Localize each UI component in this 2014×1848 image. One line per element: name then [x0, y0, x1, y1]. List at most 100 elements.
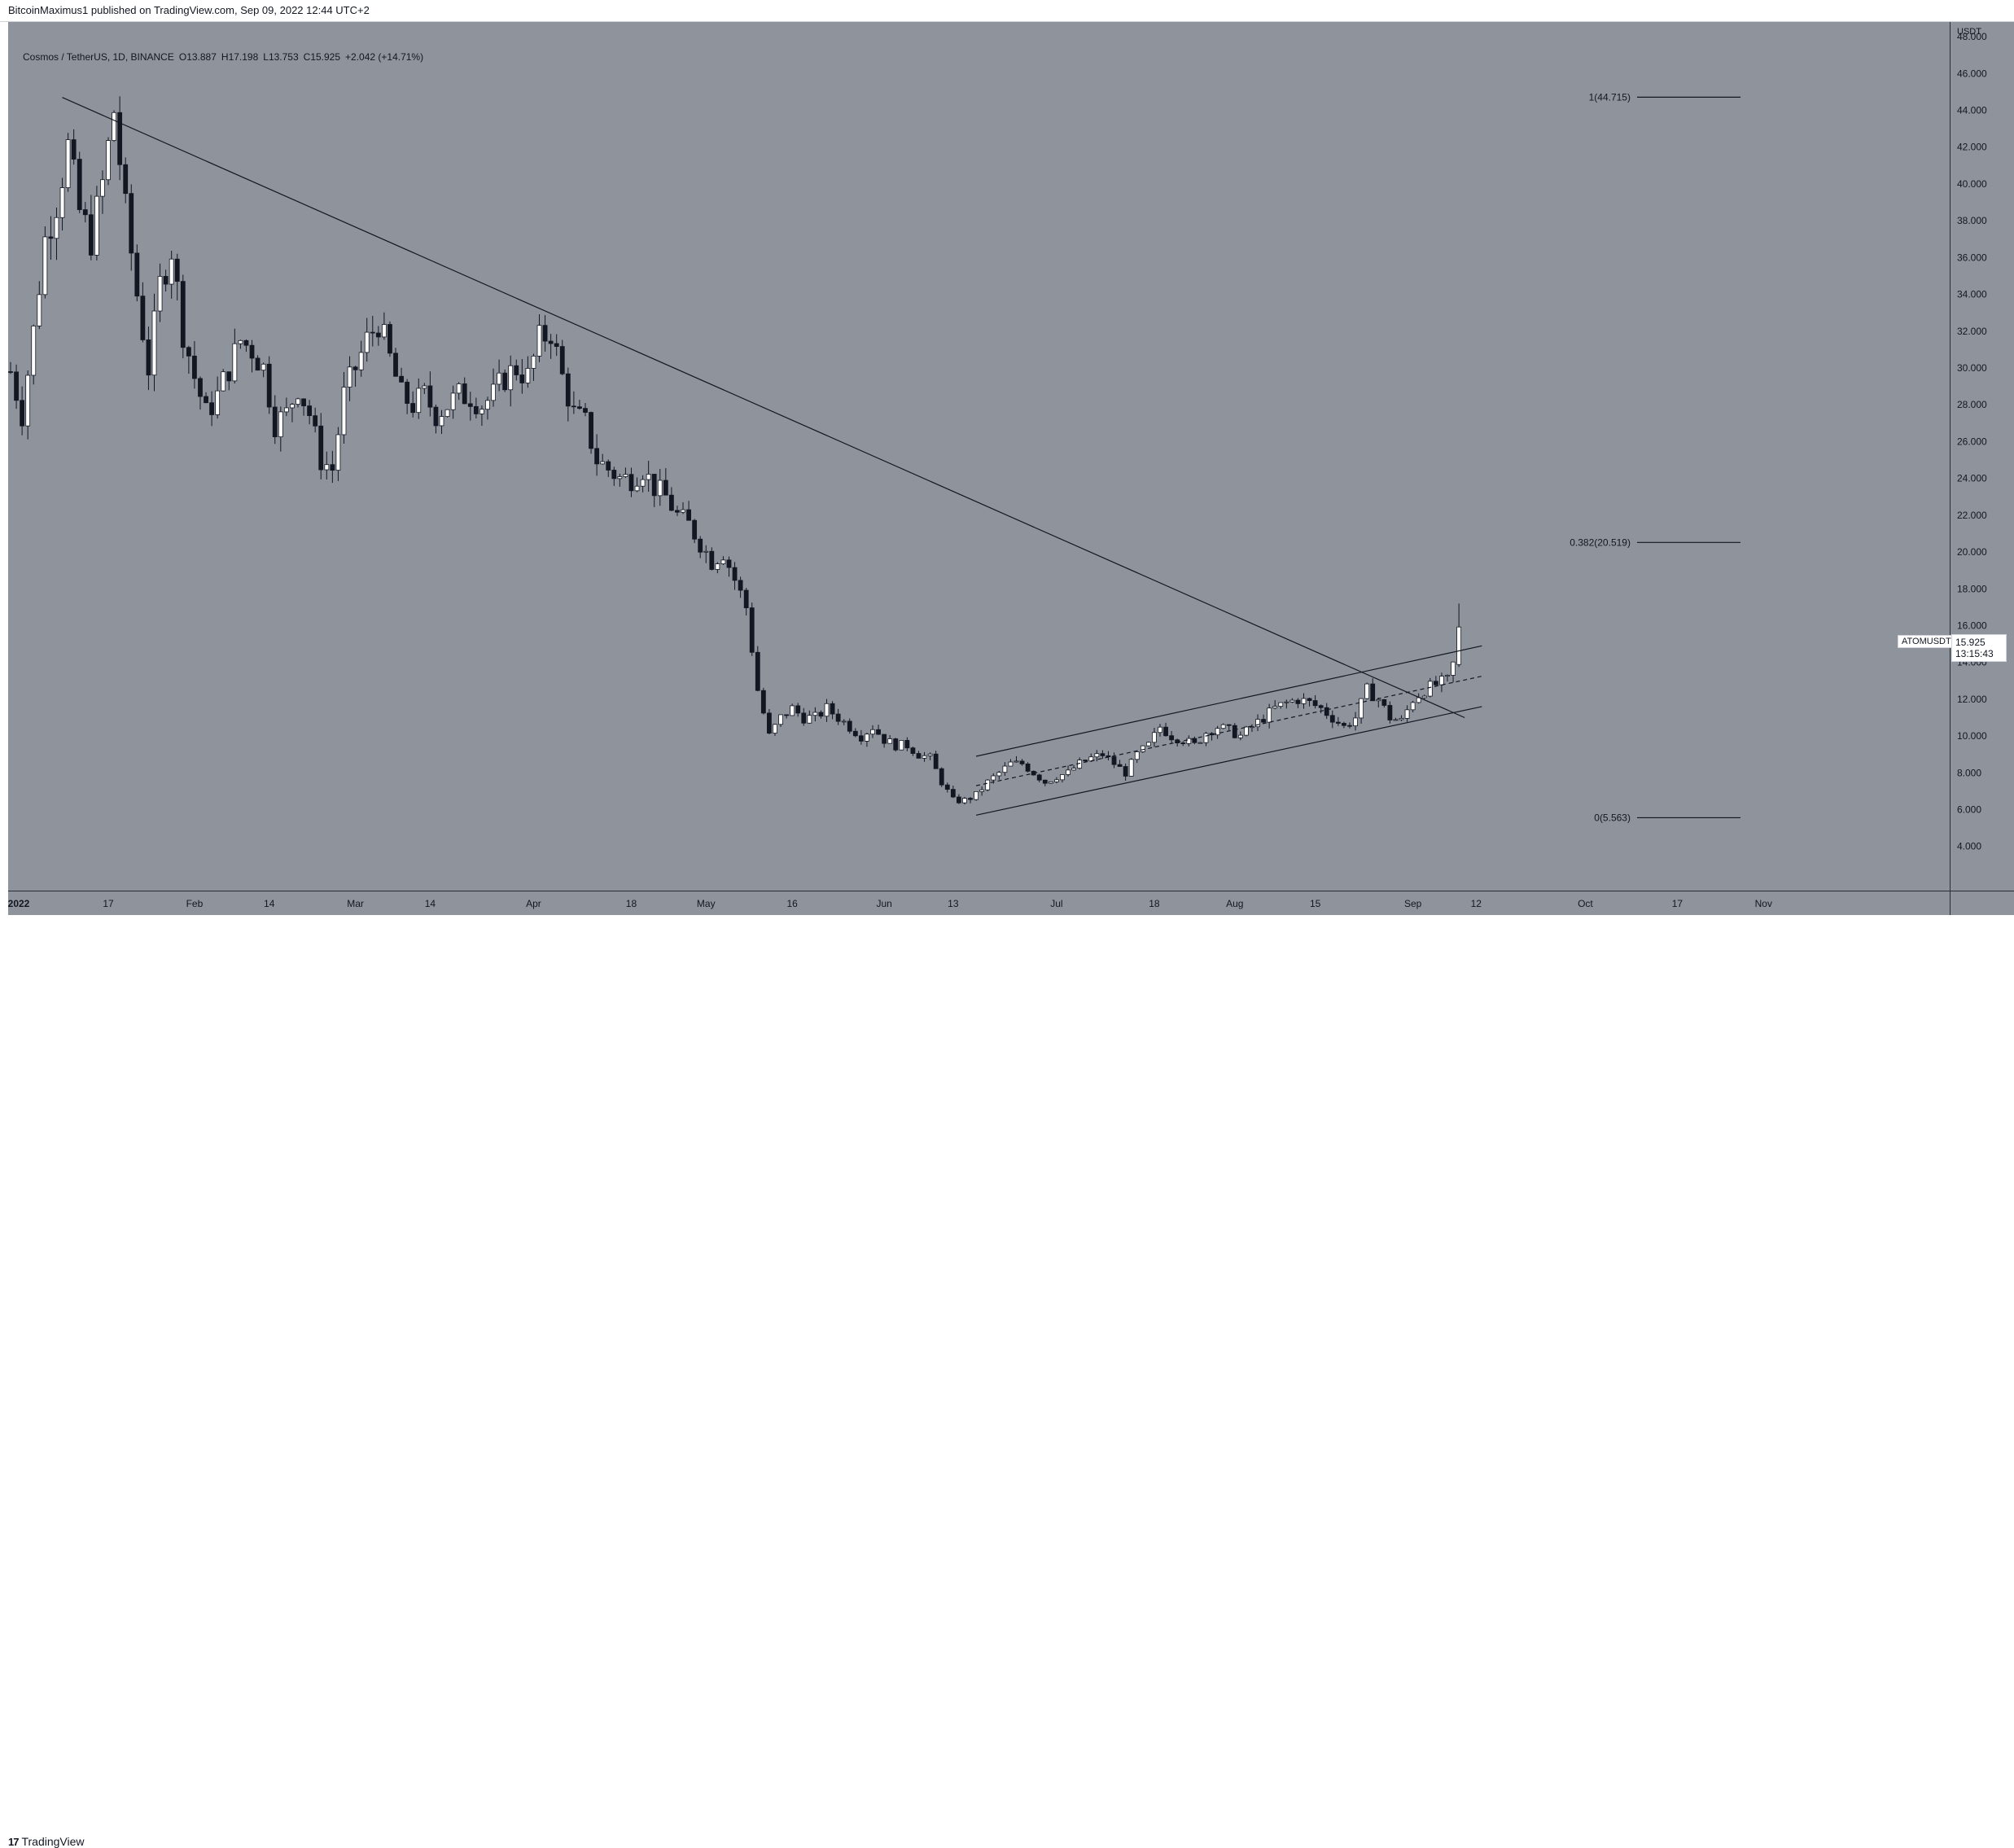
candle[interactable]: [634, 477, 640, 493]
candle[interactable]: [865, 732, 869, 747]
candle[interactable]: [1244, 725, 1249, 737]
candle[interactable]: [1232, 723, 1237, 739]
candle[interactable]: [893, 738, 899, 752]
candle[interactable]: [163, 269, 169, 292]
price-axis[interactable]: 48.000 46.000 44.000 42.000 40.000 38.000 36.0…: [1950, 22, 2014, 891]
candle[interactable]: [968, 796, 973, 804]
candle[interactable]: [473, 397, 479, 419]
candle[interactable]: [606, 459, 611, 477]
candle[interactable]: [887, 735, 893, 744]
candle[interactable]: [364, 317, 370, 362]
candle[interactable]: [1008, 759, 1014, 767]
candle[interactable]: [801, 707, 807, 726]
candle[interactable]: [508, 355, 514, 407]
candle[interactable]: [773, 724, 777, 736]
candle[interactable]: [1192, 736, 1197, 745]
candle[interactable]: [347, 356, 352, 401]
candle[interactable]: [709, 547, 715, 571]
candle[interactable]: [307, 400, 313, 425]
candle[interactable]: [760, 687, 766, 715]
candle[interactable]: [686, 501, 691, 521]
chart-plot-area[interactable]: 1(44.715) 0.382(20.519) 0(5.563) Cosmos / …: [8, 22, 1950, 891]
candle[interactable]: [370, 315, 375, 347]
candle[interactable]: [1329, 710, 1335, 729]
candle[interactable]: [1324, 703, 1329, 720]
candle[interactable]: [1042, 779, 1048, 786]
candle[interactable]: [589, 411, 593, 454]
candle[interactable]: [405, 379, 410, 414]
candle[interactable]: [559, 339, 565, 376]
candle[interactable]: [1140, 745, 1145, 753]
candle[interactable]: [974, 790, 979, 801]
candle[interactable]: [1054, 777, 1059, 784]
candle[interactable]: [904, 737, 910, 751]
candle[interactable]: [542, 315, 548, 352]
candle[interactable]: [129, 184, 134, 271]
candle[interactable]: [1439, 672, 1444, 693]
candle[interactable]: [1456, 603, 1462, 668]
candle[interactable]: [767, 708, 772, 734]
candle[interactable]: [502, 369, 508, 392]
candle[interactable]: [1342, 721, 1346, 729]
candle[interactable]: [232, 328, 238, 384]
candle[interactable]: [65, 133, 71, 192]
descending-trendline[interactable]: [62, 97, 1465, 719]
candle[interactable]: [106, 137, 111, 186]
candle[interactable]: [525, 356, 531, 388]
candle[interactable]: [1209, 732, 1215, 741]
candle[interactable]: [462, 377, 467, 405]
candle[interactable]: [278, 406, 283, 452]
candle[interactable]: [514, 359, 519, 381]
candle[interactable]: [1180, 741, 1186, 747]
candle[interactable]: [962, 796, 967, 805]
candle[interactable]: [979, 786, 985, 796]
candle[interactable]: [192, 341, 197, 389]
candle[interactable]: [221, 369, 226, 392]
candle[interactable]: [1404, 705, 1410, 722]
candle[interactable]: [491, 368, 496, 407]
candle[interactable]: [243, 339, 249, 353]
candle[interactable]: [1106, 751, 1111, 761]
candle[interactable]: [1014, 755, 1019, 763]
candle[interactable]: [1312, 694, 1318, 709]
candle[interactable]: [681, 501, 685, 515]
candle[interactable]: [174, 253, 180, 300]
candle[interactable]: [381, 312, 387, 340]
candle[interactable]: [732, 562, 738, 590]
candle[interactable]: [858, 729, 864, 745]
candle[interactable]: [42, 226, 48, 299]
candle[interactable]: [1387, 701, 1393, 724]
candle[interactable]: [215, 376, 221, 419]
candle[interactable]: [1100, 750, 1106, 760]
candle[interactable]: [1215, 725, 1220, 739]
candle[interactable]: [738, 576, 743, 598]
candle[interactable]: [841, 719, 847, 725]
candle[interactable]: [1237, 731, 1243, 741]
candle[interactable]: [1203, 731, 1209, 747]
candle[interactable]: [1421, 694, 1427, 700]
candle[interactable]: [485, 396, 490, 420]
candle[interactable]: [479, 405, 484, 427]
candle[interactable]: [617, 473, 623, 487]
candle[interactable]: [318, 413, 324, 480]
candle[interactable]: [715, 562, 720, 574]
candle[interactable]: [922, 751, 927, 762]
candle[interactable]: [646, 461, 651, 493]
candle[interactable]: [1128, 758, 1134, 777]
candle[interactable]: [1347, 722, 1352, 729]
candle[interactable]: [238, 339, 243, 349]
candle[interactable]: [675, 506, 680, 516]
candle[interactable]: [698, 536, 703, 558]
candle[interactable]: [807, 710, 812, 724]
candle[interactable]: [870, 725, 875, 738]
candle[interactable]: [387, 321, 392, 357]
candle[interactable]: [1071, 764, 1076, 771]
candle[interactable]: [261, 362, 266, 378]
candle[interactable]: [1451, 661, 1456, 683]
candle[interactable]: [14, 364, 19, 409]
candle[interactable]: [611, 466, 617, 486]
candle[interactable]: [824, 698, 830, 722]
candle[interactable]: [100, 170, 105, 214]
candle[interactable]: [554, 334, 559, 357]
candle[interactable]: [1019, 759, 1025, 766]
